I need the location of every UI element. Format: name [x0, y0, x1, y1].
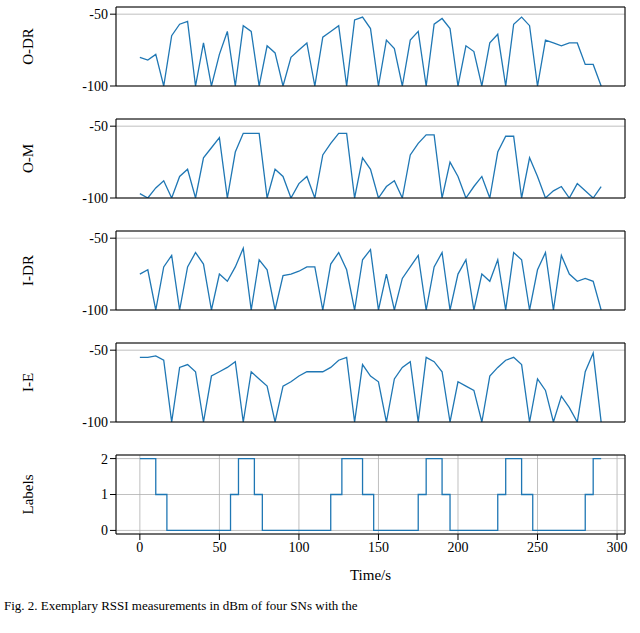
svg-text:150: 150: [368, 540, 389, 555]
svg-text:-50: -50: [89, 7, 108, 22]
svg-text:O-DR: O-DR: [20, 28, 36, 65]
svg-text:I-E: I-E: [20, 373, 36, 392]
svg-text:-100: -100: [82, 415, 108, 430]
svg-text:-50: -50: [89, 119, 108, 134]
svg-text:0: 0: [101, 523, 108, 538]
svg-text:300: 300: [607, 540, 628, 555]
svg-text:Labels: Labels: [20, 474, 36, 514]
svg-text:100: 100: [288, 540, 309, 555]
svg-text:-100: -100: [82, 79, 108, 94]
svg-text:O-M: O-M: [20, 144, 36, 173]
svg-text:-100: -100: [82, 303, 108, 318]
svg-text:-50: -50: [89, 343, 108, 358]
svg-text:2: 2: [101, 452, 108, 467]
svg-text:200: 200: [447, 540, 468, 555]
svg-text:0: 0: [136, 540, 143, 555]
svg-text:250: 250: [527, 540, 548, 555]
svg-text:-100: -100: [82, 191, 108, 206]
svg-text:50: 50: [212, 540, 226, 555]
html-text:Fig. 2. Exemplary RSSI measure: Fig. 2. Exemplary RSSI measurements in d…: [4, 598, 358, 613]
svg-text:Time/s: Time/s: [350, 567, 391, 583]
svg-text:-50: -50: [89, 231, 108, 246]
svg-text:I-DR: I-DR: [20, 255, 36, 286]
svg-text:1: 1: [101, 487, 108, 502]
